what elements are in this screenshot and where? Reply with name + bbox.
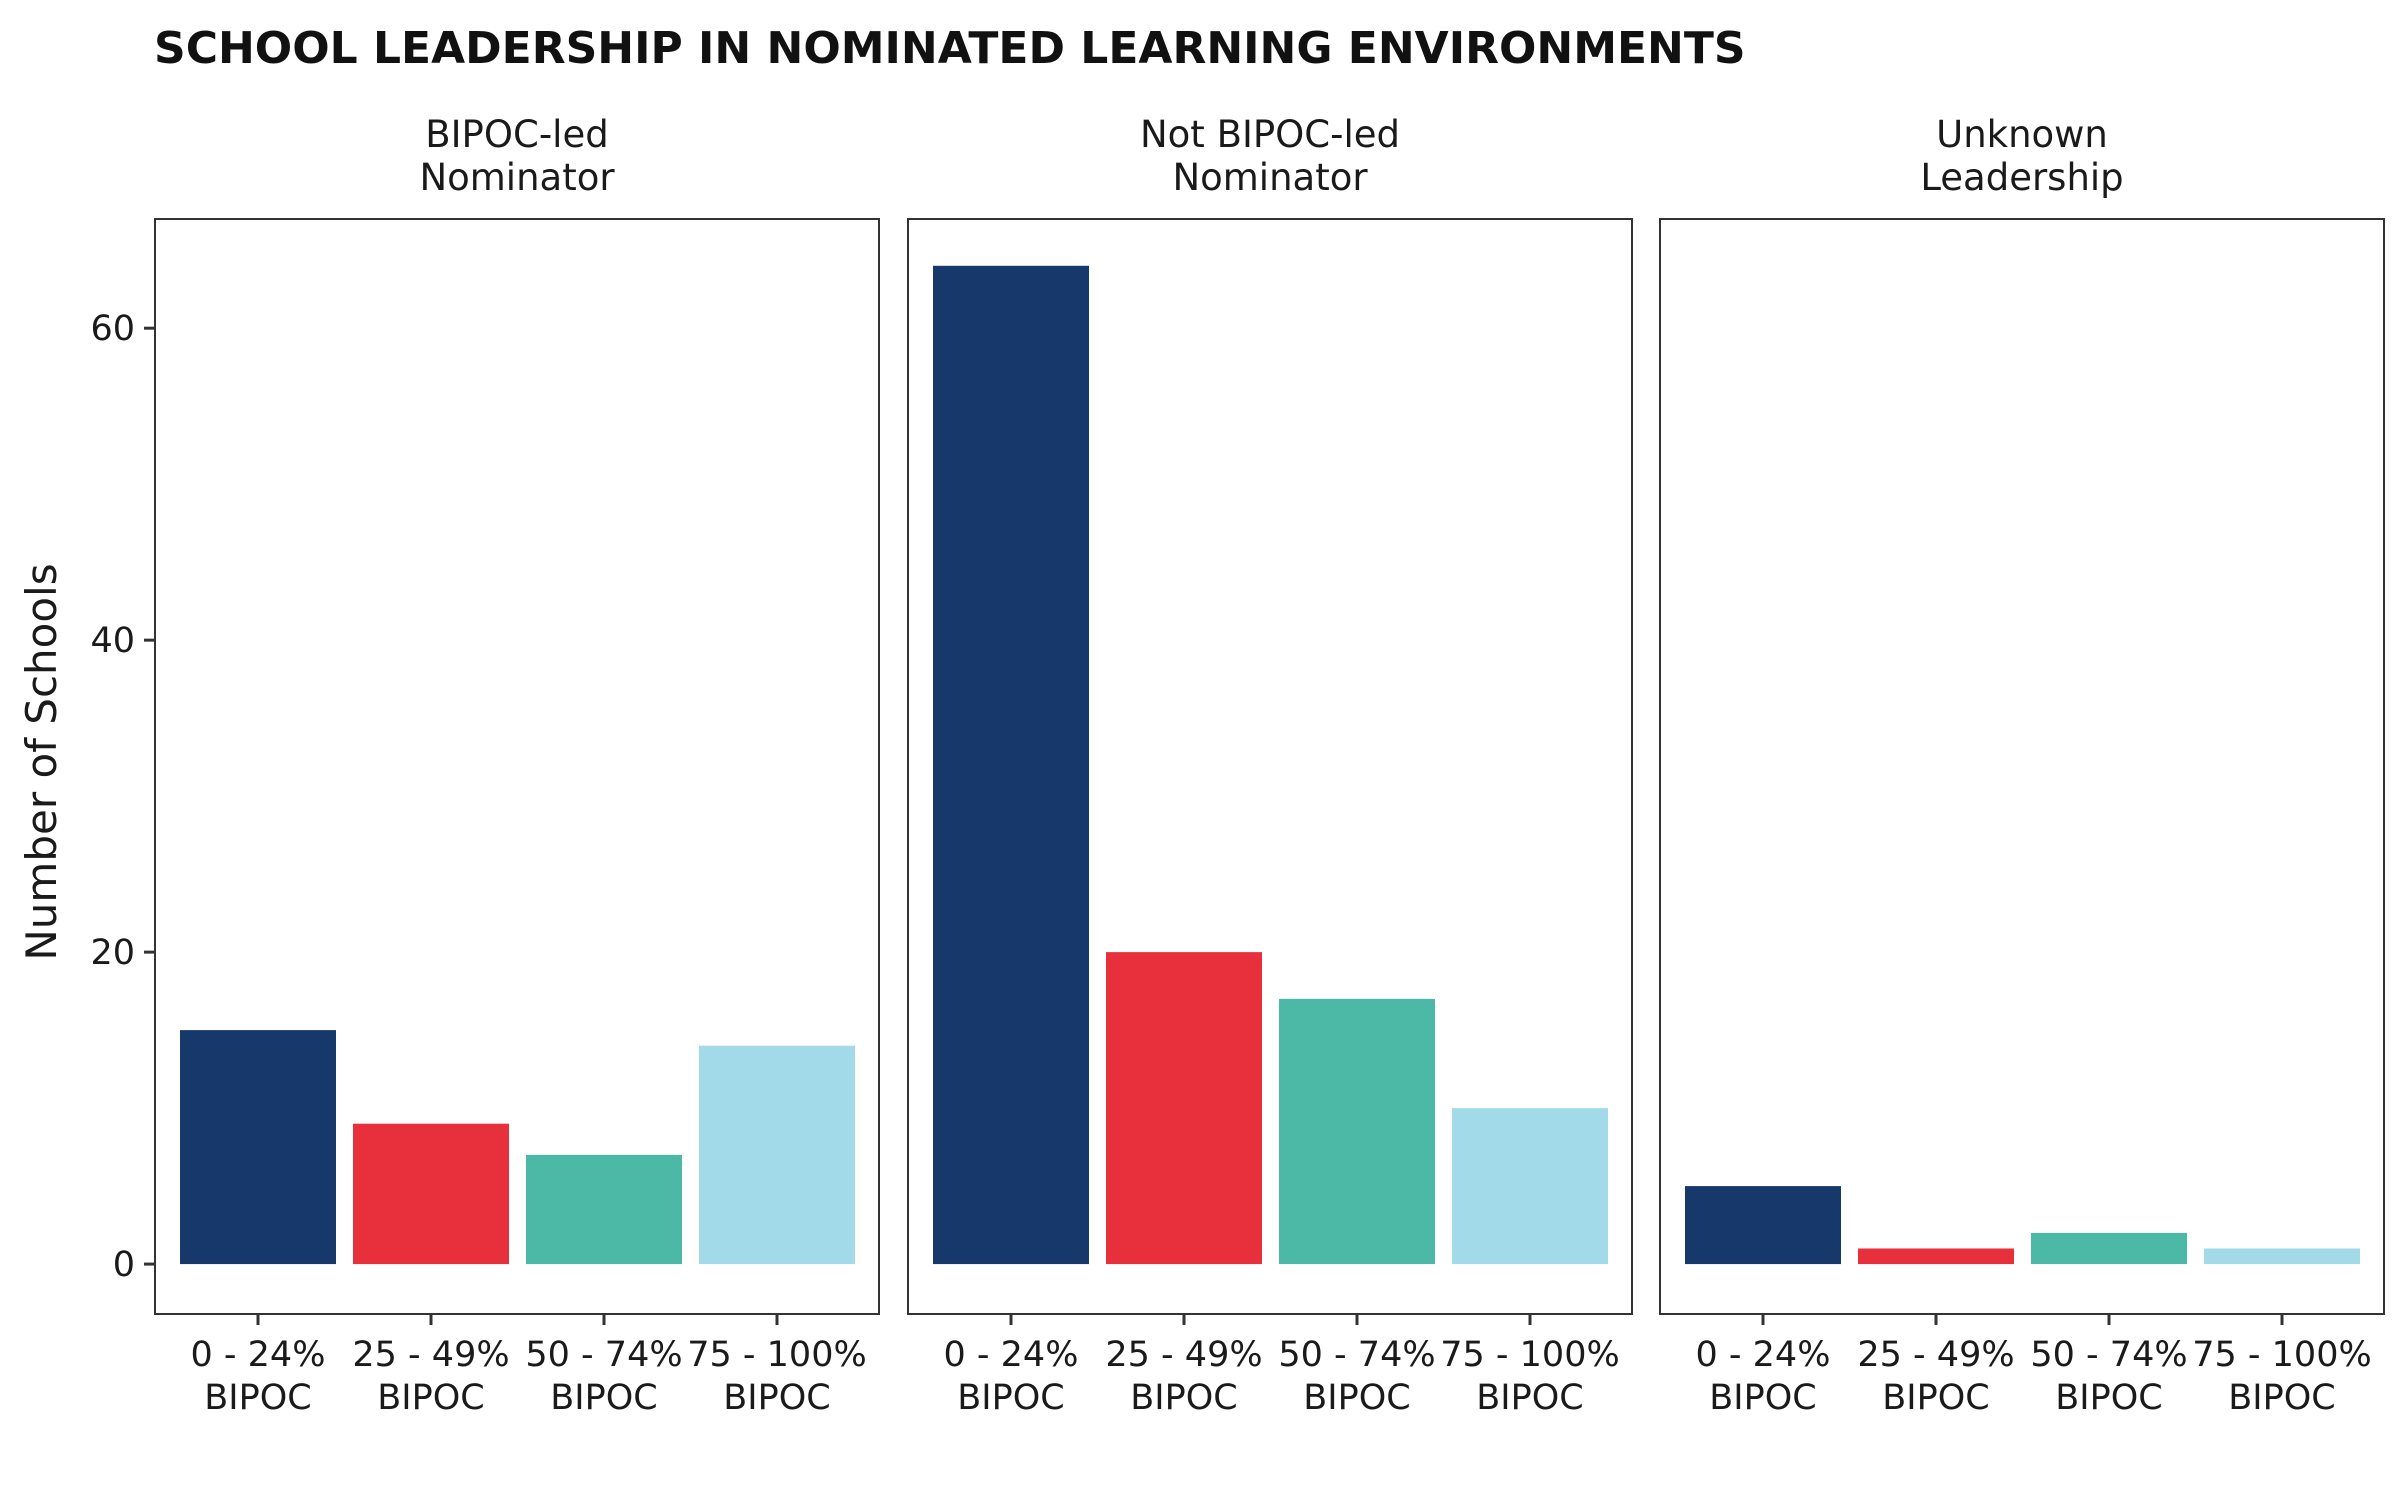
facet-strip-label-line: BIPOC-led bbox=[425, 113, 608, 156]
x-tick-label-line: 25 - 49% bbox=[352, 1335, 509, 1375]
x-tick-label: 50 - 74% BIPOC bbox=[525, 1335, 682, 1418]
x-tick-label-line: 0 - 24% bbox=[1696, 1335, 1831, 1375]
facet-strip-label: Unknown Leadership bbox=[1920, 113, 2123, 199]
x-tick-label-line: 75 - 100% bbox=[687, 1335, 866, 1375]
x-tick-label-line: BIPOC bbox=[1882, 1378, 1989, 1418]
y-tick-label: 0 bbox=[113, 1245, 135, 1285]
bar bbox=[1858, 1248, 2014, 1265]
x-tick-label: 0 - 24% BIPOC bbox=[944, 1335, 1079, 1418]
bar bbox=[2204, 1248, 2360, 1265]
facet-strip-label-line: Not BIPOC-led bbox=[1140, 113, 1400, 156]
bar bbox=[933, 265, 1089, 1265]
x-tick-label-line: 25 - 49% bbox=[1857, 1335, 2014, 1375]
x-tick-label-line: BIPOC bbox=[1303, 1378, 1410, 1418]
y-axis: 0 20 40 60 bbox=[90, 309, 155, 1285]
x-tick-label: 25 - 49% BIPOC bbox=[1105, 1335, 1262, 1418]
bar bbox=[2031, 1232, 2187, 1265]
bar bbox=[1452, 1108, 1608, 1265]
x-tick-label-line: 0 - 24% bbox=[944, 1335, 1079, 1375]
x-tick-label-line: 50 - 74% bbox=[2030, 1335, 2187, 1375]
bar bbox=[1279, 998, 1435, 1265]
x-tick-label-line: BIPOC bbox=[377, 1378, 484, 1418]
x-tick-label: 25 - 49% BIPOC bbox=[1857, 1335, 2014, 1418]
x-tick-label-line: 0 - 24% bbox=[191, 1335, 326, 1375]
bar bbox=[180, 1030, 336, 1265]
y-axis-title: Number of Schools bbox=[17, 563, 66, 960]
facet-strip-label-line: Nominator bbox=[1172, 156, 1368, 199]
bar bbox=[526, 1154, 682, 1265]
x-tick-label: 75 - 100% BIPOC bbox=[687, 1335, 866, 1418]
facet-strip-label-line: Nominator bbox=[419, 156, 615, 199]
x-tick-label-line: BIPOC bbox=[550, 1378, 657, 1418]
y-tick-label: 60 bbox=[90, 309, 135, 349]
bar bbox=[699, 1045, 855, 1265]
x-tick-label-line: 50 - 74% bbox=[525, 1335, 682, 1375]
x-tick-label-line: BIPOC bbox=[204, 1378, 311, 1418]
x-tick-label: 75 - 100% BIPOC bbox=[1440, 1335, 1619, 1418]
x-tick-label-line: BIPOC bbox=[723, 1378, 830, 1418]
x-tick-label-line: BIPOC bbox=[1476, 1378, 1583, 1418]
panel-border bbox=[1659, 218, 2385, 1315]
facet-strip-label: BIPOC-led Nominator bbox=[419, 113, 615, 199]
y-tick-label: 20 bbox=[90, 933, 135, 973]
bar bbox=[1685, 1186, 1841, 1265]
x-tick-label: 50 - 74% BIPOC bbox=[1278, 1335, 1435, 1418]
x-tick-label-line: BIPOC bbox=[957, 1378, 1064, 1418]
x-tick-label-line: BIPOC bbox=[1709, 1378, 1816, 1418]
x-tick-label-line: 25 - 49% bbox=[1105, 1335, 1262, 1375]
facet-strip-label-line: Unknown bbox=[1936, 113, 2108, 156]
x-tick-label-line: 75 - 100% bbox=[2192, 1335, 2371, 1375]
bar bbox=[353, 1123, 509, 1265]
panel-border bbox=[154, 218, 880, 1315]
facet-strip-label: Not BIPOC-led Nominator bbox=[1140, 113, 1400, 199]
x-tick-label: 25 - 49% BIPOC bbox=[352, 1335, 509, 1418]
chart-title: SCHOOL LEADERSHIP IN NOMINATED LEARNING … bbox=[154, 23, 1746, 74]
panel-border bbox=[907, 218, 1633, 1315]
x-tick-label-line: 75 - 100% bbox=[1440, 1335, 1619, 1375]
x-tick-label-line: 50 - 74% bbox=[1278, 1335, 1435, 1375]
x-tick-label: 75 - 100% BIPOC bbox=[2192, 1335, 2371, 1418]
x-tick-label: 50 - 74% BIPOC bbox=[2030, 1335, 2187, 1418]
y-tick-label: 40 bbox=[90, 621, 135, 661]
x-tick-label-line: BIPOC bbox=[2228, 1378, 2335, 1418]
x-tick-label-line: BIPOC bbox=[2055, 1378, 2162, 1418]
facet-strip-label-line: Leadership bbox=[1920, 156, 2123, 199]
bar bbox=[1106, 952, 1262, 1265]
x-tick-label-line: BIPOC bbox=[1130, 1378, 1237, 1418]
x-tick-label: 0 - 24% BIPOC bbox=[1696, 1335, 1831, 1418]
x-tick-label: 0 - 24% BIPOC bbox=[191, 1335, 326, 1418]
